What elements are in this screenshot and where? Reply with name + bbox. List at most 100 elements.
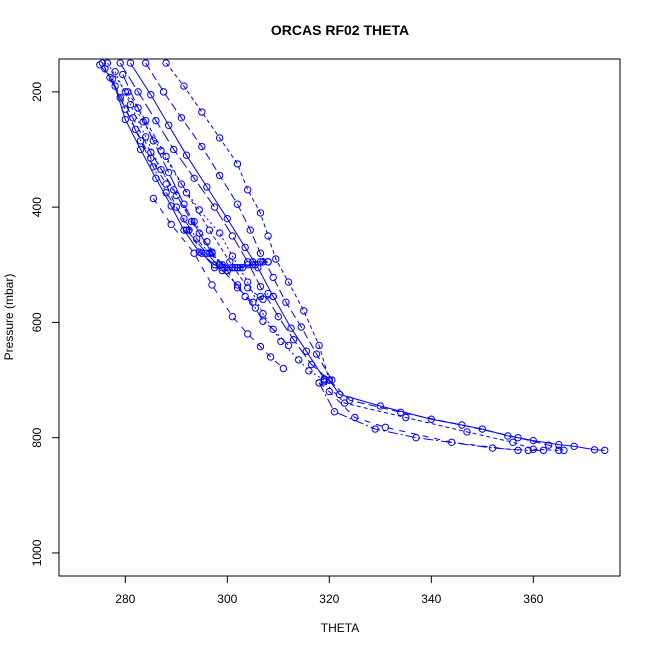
data-point: [330, 408, 339, 416]
data-point: [266, 353, 275, 361]
data-point: [190, 249, 198, 257]
data-point: [524, 446, 532, 455]
data-point: [241, 243, 249, 252]
y-tick-label: 800: [30, 427, 44, 447]
data-point: [159, 88, 168, 96]
data-point: [376, 402, 384, 410]
data-point: [256, 282, 265, 291]
data-point: [136, 145, 145, 154]
data-point: [162, 152, 170, 161]
data-point: [287, 324, 295, 332]
data-point: [269, 325, 277, 334]
data-point: [529, 445, 537, 453]
x-axis: 280 300 320 340 360: [115, 576, 544, 606]
data-point: [381, 423, 390, 431]
series-line: [328, 379, 605, 451]
plot-frame: [58, 58, 621, 577]
x-axis-label: THETA: [321, 621, 359, 635]
data-point: [279, 364, 288, 373]
data-point: [195, 248, 203, 256]
data-point: [147, 91, 155, 99]
series-3: [320, 378, 563, 455]
data-point: [244, 278, 252, 286]
data-point: [170, 145, 178, 154]
data-point: [295, 356, 303, 364]
series-line: [107, 62, 325, 381]
data-point: [312, 350, 321, 358]
data-point: [203, 183, 211, 191]
series-line: [112, 79, 223, 269]
data-point: [514, 433, 522, 442]
data-point: [126, 100, 135, 109]
data-point: [177, 114, 186, 122]
data-point: [121, 115, 130, 124]
data-point: [570, 442, 578, 451]
data-point: [177, 180, 186, 188]
data-point: [142, 59, 150, 67]
series-15: [108, 75, 226, 272]
data-point: [195, 229, 203, 237]
data-point: [371, 425, 379, 433]
data-point: [297, 323, 305, 331]
plot-area: [96, 59, 609, 455]
data-point: [448, 438, 456, 446]
data-point: [509, 438, 517, 446]
data-point: [264, 258, 272, 266]
data-point: [182, 226, 191, 234]
data-point: [190, 174, 198, 183]
data-point: [121, 88, 130, 96]
data-point: [325, 376, 333, 384]
series-5: [315, 379, 522, 455]
data-point: [182, 151, 191, 159]
data-point: [397, 408, 405, 417]
data-point: [351, 413, 359, 422]
series-18: [182, 226, 293, 350]
series-line: [318, 382, 544, 451]
data-point: [223, 214, 232, 223]
data-point: [228, 232, 237, 240]
data-point: [325, 387, 333, 396]
data-point: [590, 446, 599, 454]
data-point: [124, 88, 132, 96]
data-point: [274, 312, 282, 321]
data-point: [152, 116, 160, 125]
series-17: [124, 88, 277, 304]
data-point: [233, 160, 242, 168]
data-point: [134, 104, 142, 112]
series-line: [318, 382, 519, 451]
data-point: [555, 440, 563, 449]
data-point: [544, 441, 553, 449]
data-point: [284, 278, 293, 286]
data-point: [244, 261, 252, 269]
data-point: [302, 347, 311, 355]
data-point: [167, 220, 175, 229]
data-point: [152, 174, 160, 183]
x-tick-label: 340: [421, 592, 441, 606]
data-point: [601, 446, 609, 455]
data-point: [164, 168, 173, 177]
x-tick-label: 280: [115, 592, 135, 606]
chart-title: ORCAS RF02 THETA: [271, 22, 409, 38]
data-point: [282, 298, 290, 306]
x-tick-label: 320: [319, 592, 339, 606]
data-point: [119, 70, 127, 79]
y-tick-label: 400: [30, 197, 44, 217]
data-point: [244, 330, 252, 338]
data-point: [233, 200, 242, 208]
series-line: [328, 379, 565, 451]
data-point: [259, 310, 267, 318]
data-point: [111, 67, 119, 76]
data-point: [208, 281, 216, 289]
data-point: [269, 273, 277, 282]
data-point: [149, 137, 158, 145]
data-point: [236, 263, 244, 272]
data-point: [129, 114, 137, 122]
data-point: [251, 261, 260, 269]
data-point: [340, 399, 349, 407]
data-point: [218, 266, 226, 275]
data-point: [328, 376, 336, 384]
data-point: [560, 446, 568, 455]
data-point: [514, 446, 522, 455]
series-line: [129, 62, 325, 380]
data-point: [264, 232, 272, 240]
